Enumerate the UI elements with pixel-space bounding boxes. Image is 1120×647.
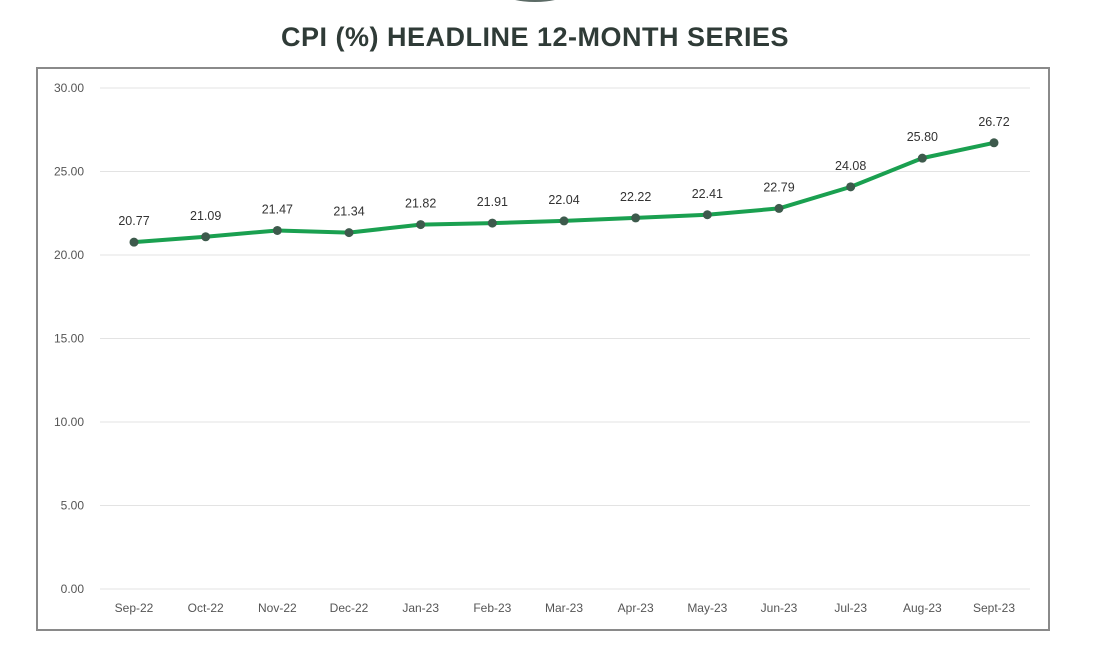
data-label: 22.04	[548, 193, 579, 207]
data-point	[559, 216, 569, 226]
x-tick-label: Oct-22	[188, 601, 224, 615]
y-tick-label: 5.00	[61, 499, 85, 513]
data-point	[989, 138, 999, 148]
data-label: 21.91	[477, 195, 508, 209]
data-point	[774, 203, 784, 213]
data-point	[702, 210, 712, 220]
x-tick-label: Sep-22	[115, 601, 154, 615]
data-point	[416, 220, 426, 230]
x-tick-label: Mar-23	[545, 601, 583, 615]
x-tick-label: Dec-22	[330, 601, 369, 615]
data-label: 22.41	[692, 187, 723, 201]
decorative-circle	[505, 0, 565, 2]
plot-frame	[36, 67, 1050, 631]
x-tick-label: Jan-23	[402, 601, 439, 615]
data-point	[272, 225, 282, 235]
x-tick-label: Feb-23	[473, 601, 511, 615]
data-point	[487, 218, 497, 228]
data-label: 21.34	[333, 205, 364, 219]
data-label: 22.22	[620, 190, 651, 204]
y-tick-label: 0.00	[61, 582, 85, 596]
data-point	[344, 228, 354, 238]
x-tick-label: Nov-22	[258, 601, 297, 615]
data-point	[631, 213, 641, 223]
y-tick-label: 20.00	[54, 248, 84, 262]
data-point	[846, 182, 856, 192]
y-tick-label: 30.00	[54, 81, 84, 95]
data-label: 21.82	[405, 197, 436, 211]
data-label: 25.80	[907, 130, 938, 144]
x-tick-label: Jul-23	[834, 601, 867, 615]
data-label: 24.08	[835, 159, 866, 173]
x-tick-label: May-23	[687, 601, 727, 615]
data-point	[129, 237, 139, 247]
x-tick-label: Aug-23	[903, 601, 942, 615]
data-label: 20.77	[118, 214, 149, 228]
y-tick-label: 25.00	[54, 165, 84, 179]
y-tick-label: 10.00	[54, 415, 84, 429]
data-label: 22.79	[763, 180, 794, 194]
x-tick-label: Sept-23	[973, 601, 1015, 615]
data-label: 26.72	[978, 115, 1009, 129]
y-tick-label: 15.00	[54, 332, 84, 346]
data-point	[201, 232, 211, 242]
x-tick-label: Apr-23	[618, 601, 654, 615]
data-label: 21.47	[262, 202, 293, 216]
data-point	[917, 153, 927, 163]
chart-title: CPI (%) HEADLINE 12-MONTH SERIES	[280, 22, 790, 52]
x-tick-label: Jun-23	[761, 601, 798, 615]
data-label: 21.09	[190, 209, 221, 223]
